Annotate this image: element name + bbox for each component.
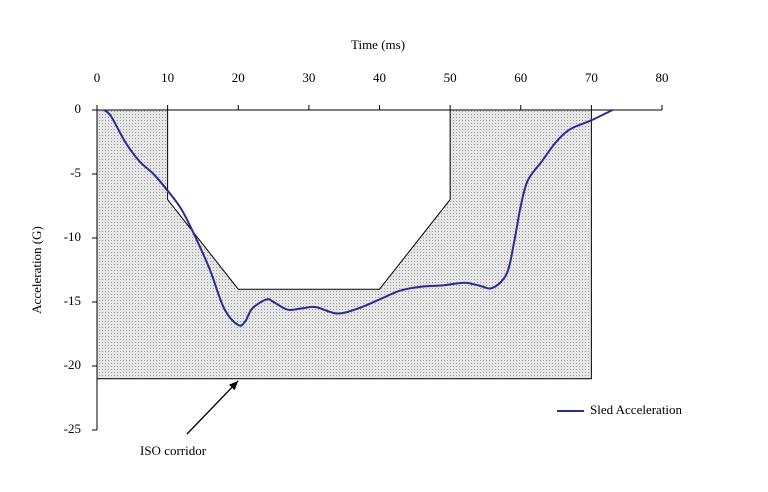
annotation-arrow <box>186 380 239 435</box>
x-tick-label: 0 <box>94 70 101 85</box>
y-tick-label: 0 <box>75 101 82 116</box>
x-tick-label: 50 <box>444 70 457 85</box>
annotation-arrowhead <box>229 380 239 391</box>
y-tick-label: -10 <box>64 229 81 244</box>
y-axis-title: Acceleration (G) <box>29 226 44 314</box>
x-tick-label: 80 <box>656 70 669 85</box>
y-tick-label: -25 <box>64 421 81 436</box>
x-tick-label: 10 <box>161 70 174 85</box>
y-tick-label: -20 <box>64 357 81 372</box>
x-tick-label: 30 <box>302 70 315 85</box>
y-tick-label: -15 <box>64 293 81 308</box>
x-tick-label: 60 <box>514 70 527 85</box>
series-line <box>103 109 613 327</box>
x-tick-label: 40 <box>373 70 386 85</box>
legend-label: Sled Acceleration <box>590 402 683 417</box>
iso-corridor <box>96 109 592 380</box>
x-tick-label: 20 <box>232 70 245 85</box>
x-axis-title: Time (ms) <box>351 37 405 52</box>
annotation-text: ISO corridor <box>140 443 207 458</box>
x-tick-label: 70 <box>585 70 598 85</box>
y-tick-label: -5 <box>70 165 81 180</box>
